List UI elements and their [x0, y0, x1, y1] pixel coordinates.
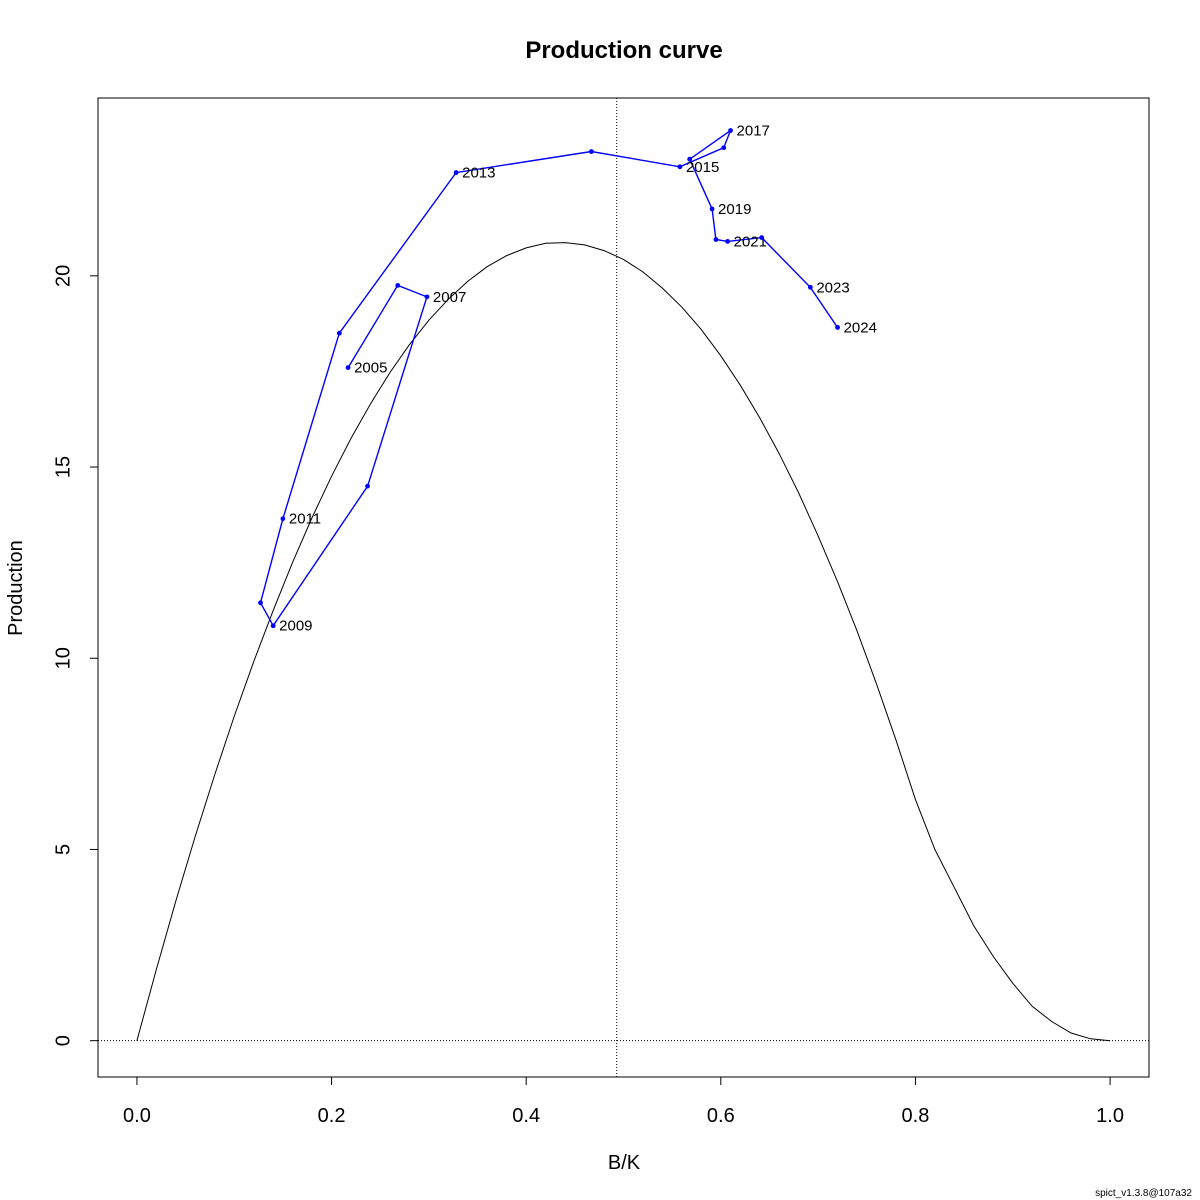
x-tick-label-0.6: 0.6 — [707, 1105, 735, 1127]
chart-title: Production curve — [525, 37, 722, 64]
x-tick-label-0.2: 0.2 — [318, 1105, 346, 1127]
footer-version: spict_v1.3.8@107a32 — [1095, 1188, 1192, 1199]
plot-area: 2005 2007 2009 2011 2013 2015 2017 2019 2021 2023… — [98, 98, 1149, 1077]
x-tick-label-0.0: 0.0 — [123, 1105, 151, 1127]
trajectory-point-2023 — [807, 284, 813, 290]
trajectory-point-2008 — [365, 483, 370, 489]
trajectory-point-2017 — [728, 128, 733, 133]
year-label-2009: 2009 — [279, 618, 312, 635]
year-label-2015: 2015 — [686, 159, 719, 176]
trajectory-point-2018 — [687, 156, 693, 162]
trajectory-point-2005 — [345, 365, 351, 371]
trajectory-point-2015 — [677, 164, 683, 170]
y-tick-label-5: 5 — [52, 844, 74, 855]
trajectory-point-2006 — [395, 282, 401, 288]
year-label-2019: 2019 — [718, 201, 751, 218]
y-tick-label-20: 20 — [52, 265, 74, 287]
year-label-2021: 2021 — [734, 233, 767, 250]
year-label-2011: 2011 — [289, 511, 321, 528]
x-tick-label-0.4: 0.4 — [512, 1105, 540, 1127]
trajectory-point-2024 — [835, 325, 840, 330]
x-tick-label-0.8: 0.8 — [902, 1105, 930, 1127]
trajectory-point-2022 — [759, 235, 765, 240]
trajectory-point-2021 — [725, 239, 731, 244]
year-label-2017: 2017 — [737, 123, 770, 140]
y-tick-label-0: 0 — [52, 1035, 74, 1046]
year-label-2005: 2005 — [354, 360, 387, 377]
trajectory-point-2011 — [280, 516, 286, 522]
x-tick-label-1.0: 1.0 — [1096, 1105, 1124, 1127]
x-axis-label: B/K — [608, 1152, 641, 1174]
trajectory-point-2007 — [424, 294, 430, 300]
trajectory-point-2010 — [258, 600, 263, 606]
year-label-2023: 2023 — [816, 279, 849, 296]
year-label-2013: 2013 — [462, 165, 495, 182]
trajectory-point-2013 — [453, 170, 459, 175]
y-axis-label: Production — [5, 540, 27, 636]
production-curve-line — [136, 242, 1111, 1042]
year-label-2024: 2024 — [844, 319, 877, 336]
trajectory-point-2020 — [713, 237, 719, 242]
trajectory-point-2012 — [336, 330, 342, 336]
trajectory-point-2009 — [270, 623, 276, 629]
y-tick-label-10: 10 — [52, 647, 74, 669]
trajectory-point-2019 — [709, 206, 715, 212]
year-label-2007: 2007 — [433, 289, 466, 306]
y-tick-label-15: 15 — [52, 456, 74, 478]
axes: 0.0 0.2 0.4 0.6 0.8 1.0 0 5 10 15 20 — [52, 265, 1124, 1127]
trajectory-point-2014 — [588, 149, 594, 154]
trajectory-point-2016 — [721, 145, 727, 151]
